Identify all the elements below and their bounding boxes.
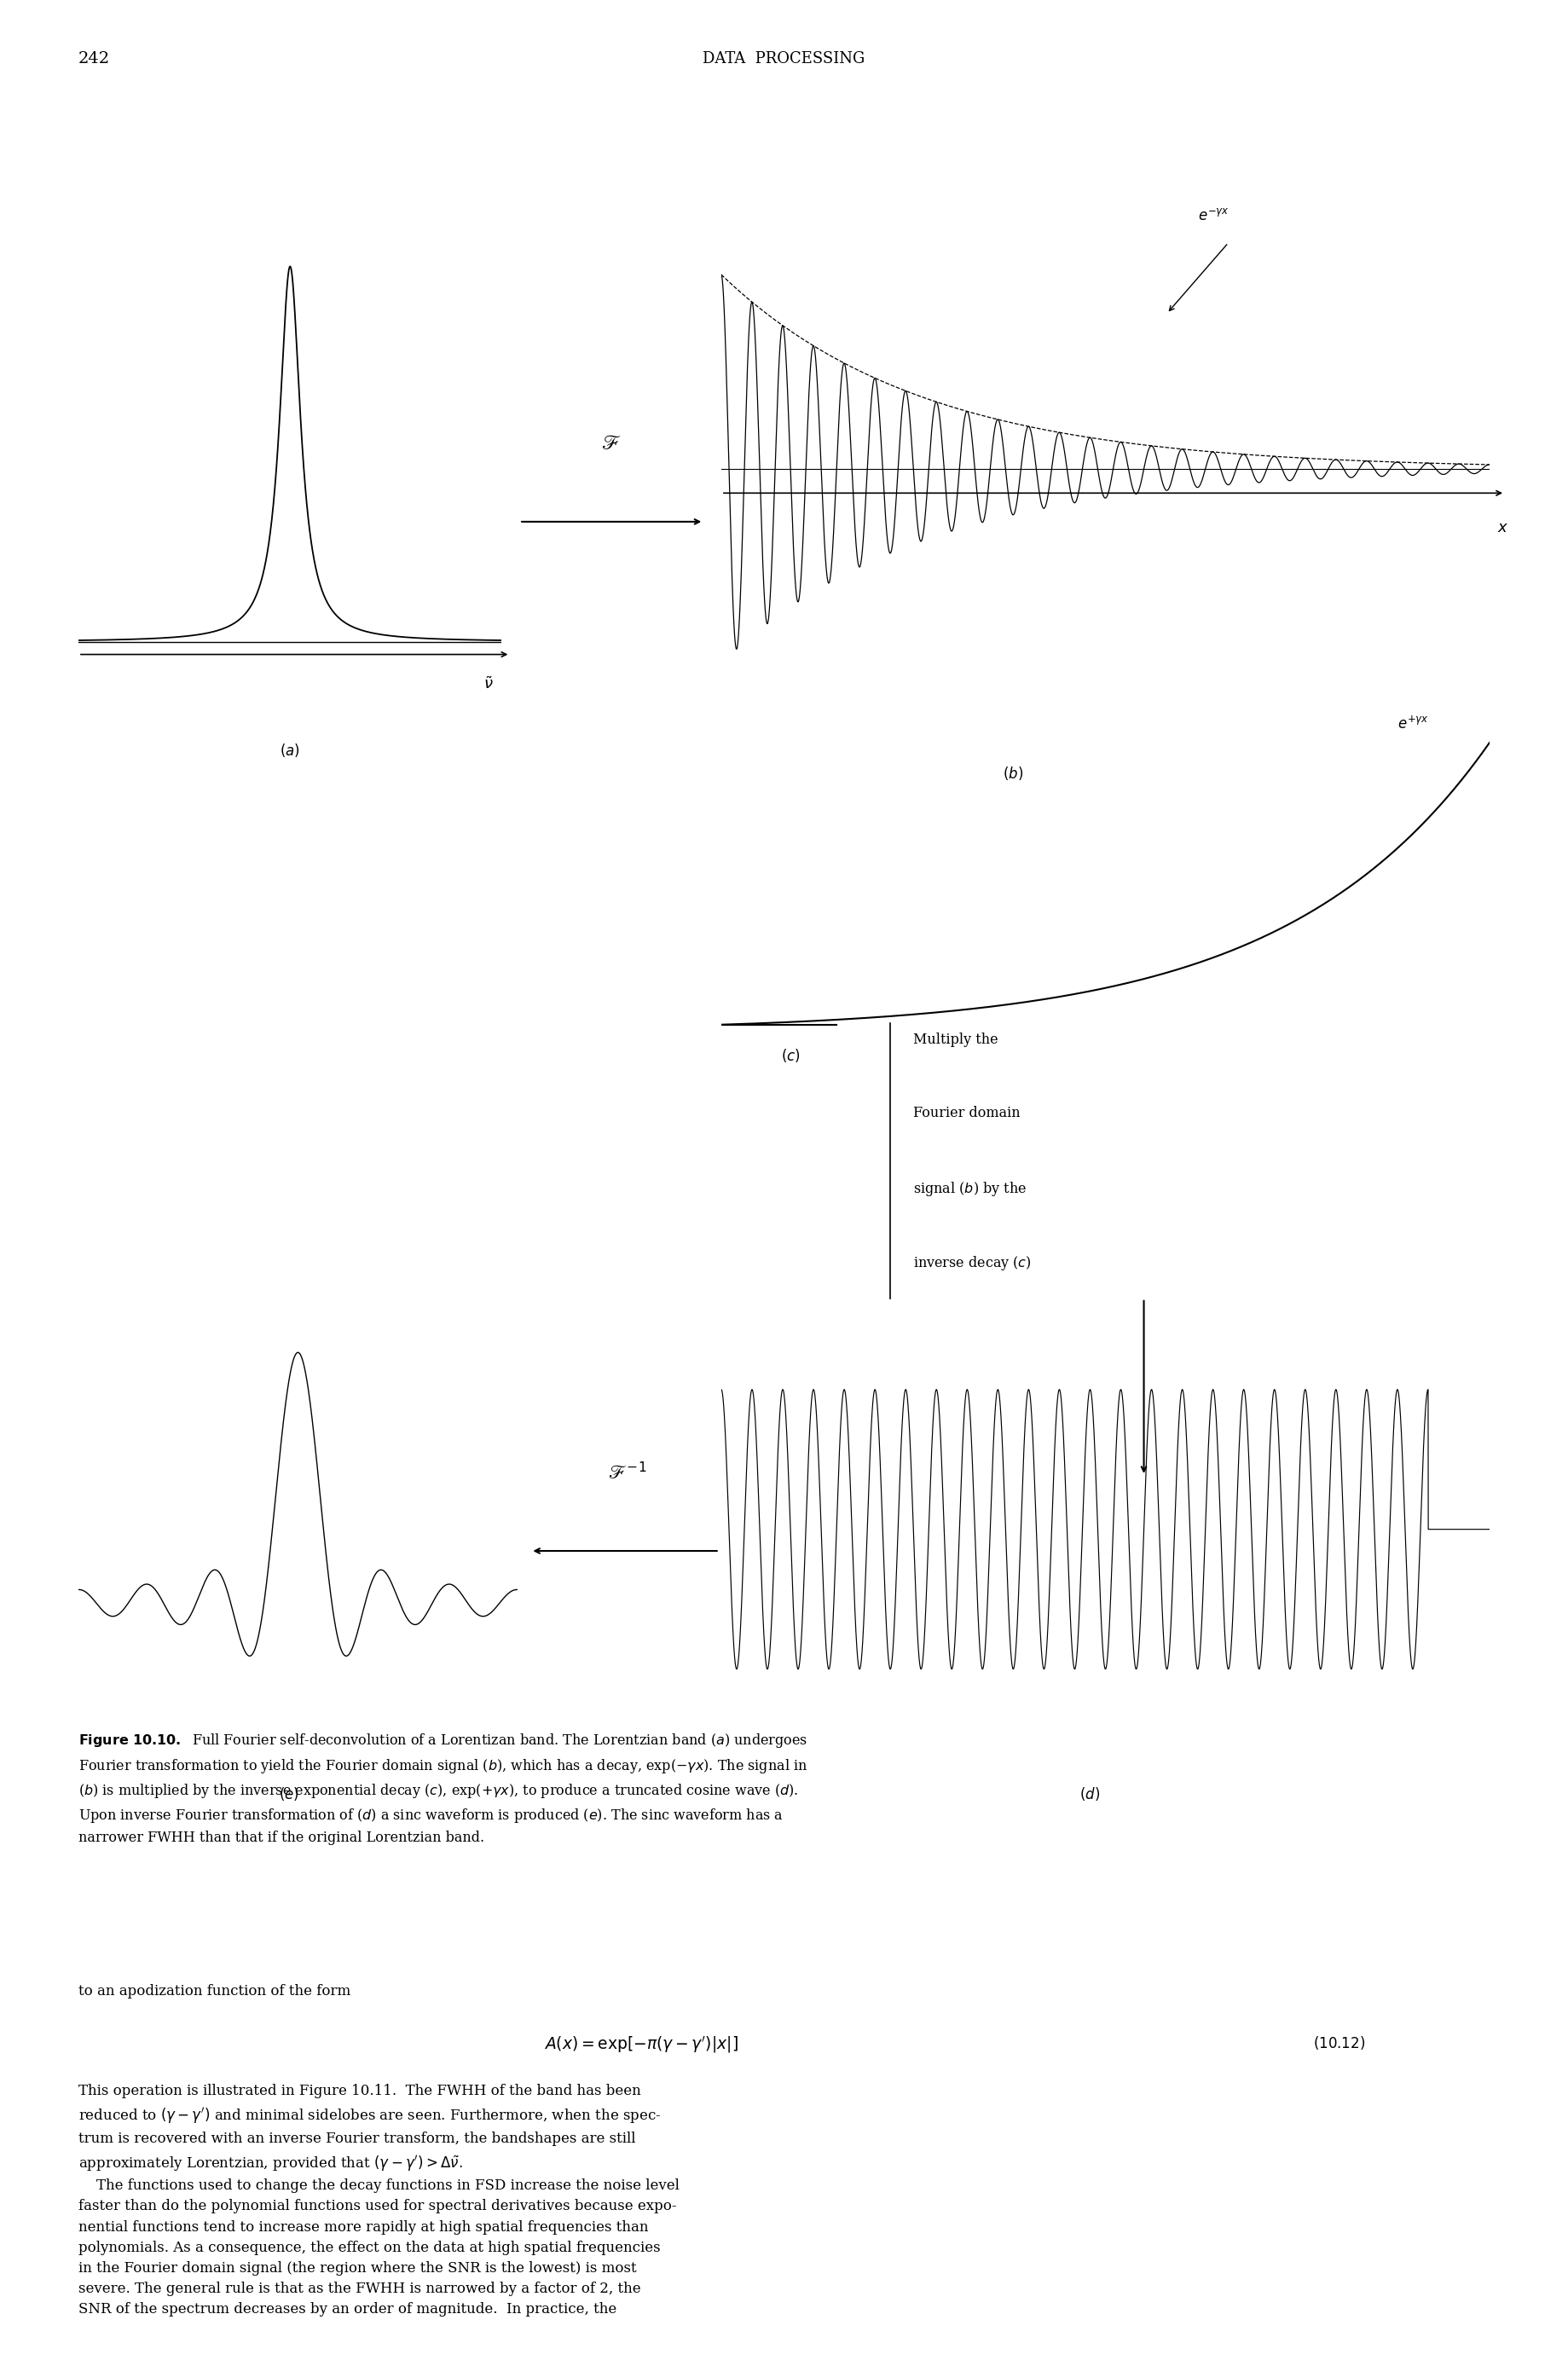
- Text: $(e)$: $(e)$: [279, 1784, 299, 1803]
- Text: $(c)$: $(c)$: [781, 1046, 800, 1065]
- Text: $e^{-\gamma x}$: $e^{-\gamma x}$: [1198, 208, 1229, 222]
- Text: $(a)$: $(a)$: [281, 741, 299, 759]
- Text: This operation is illustrated in Figure 10.11.  The FWHH of the band has been
re: This operation is illustrated in Figure …: [78, 2084, 662, 2174]
- Text: 242: 242: [78, 52, 110, 66]
- Text: The functions used to change the decay functions in FSD increase the noise level: The functions used to change the decay f…: [78, 2179, 679, 2316]
- Text: $\mathscr{F}^{-1}$: $\mathscr{F}^{-1}$: [608, 1462, 646, 1483]
- Text: $(10.12)$: $(10.12)$: [1314, 2035, 1366, 2051]
- Text: $(d)$: $(d)$: [1080, 1784, 1101, 1803]
- Text: $\mathscr{F}$: $\mathscr{F}$: [602, 433, 621, 454]
- Text: $\mathbf{Figure\ 10.10.}$  Full Fourier self-deconvolution of a Lorentizan band.: $\mathbf{Figure\ 10.10.}$ Full Fourier s…: [78, 1732, 808, 1845]
- Text: $x$: $x$: [1497, 521, 1508, 535]
- Text: $(b)$: $(b)$: [1004, 764, 1024, 783]
- Text: DATA  PROCESSING: DATA PROCESSING: [702, 52, 866, 66]
- Text: $e^{+\gamma x}$: $e^{+\gamma x}$: [1397, 715, 1428, 731]
- Text: to an apodization function of the form: to an apodization function of the form: [78, 1983, 351, 1999]
- Text: $\tilde{\nu}$: $\tilde{\nu}$: [483, 677, 494, 691]
- Text: Multiply the: Multiply the: [913, 1032, 999, 1046]
- Text: Fourier domain: Fourier domain: [913, 1105, 1021, 1121]
- Text: inverse decay ($c$): inverse decay ($c$): [913, 1254, 1032, 1273]
- Text: signal ($b$) by the: signal ($b$) by the: [913, 1181, 1027, 1197]
- Text: $A(x) = \exp[-\pi(\gamma - \gamma')|x|]$: $A(x) = \exp[-\pi(\gamma - \gamma')|x|]$: [544, 2035, 739, 2056]
